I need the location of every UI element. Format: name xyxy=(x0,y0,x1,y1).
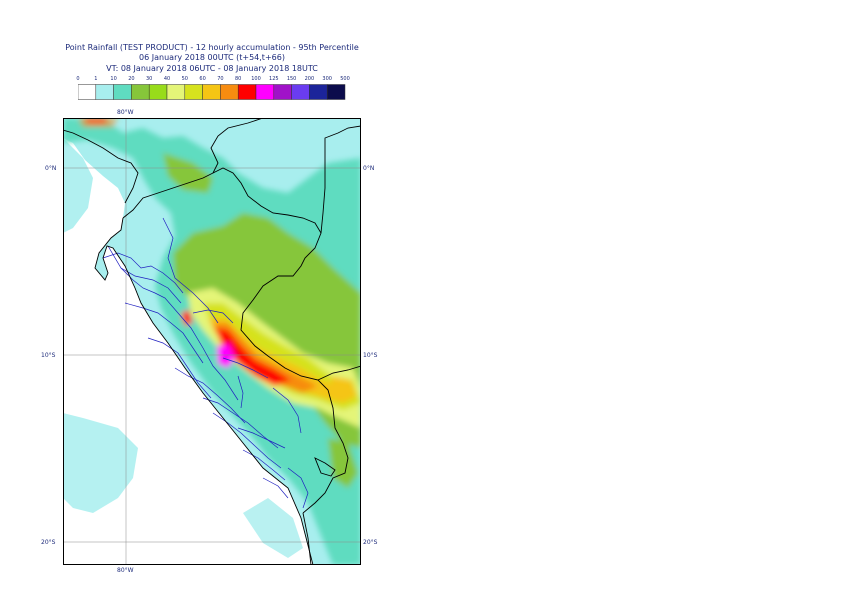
chart-title: Point Rainfall (TEST PRODUCT) - 12 hourl… xyxy=(65,43,359,52)
legend-tick-label: 80 xyxy=(235,76,242,82)
lat-label-10s-right: 10°S xyxy=(363,352,378,359)
legend-swatch xyxy=(113,84,132,100)
lat-label-20s-right: 20°S xyxy=(363,539,378,546)
coastal-high-rain xyxy=(78,118,118,127)
legend-tick-label: 300 xyxy=(322,76,332,82)
map-frame xyxy=(63,118,361,565)
legend-tick-label: 1 xyxy=(94,76,98,82)
legend-swatch xyxy=(78,84,97,100)
legend-swatch xyxy=(255,84,275,100)
admin-borders xyxy=(102,217,309,509)
lat-label-20s-left: 20°S xyxy=(41,539,56,546)
rainfall-map xyxy=(63,118,361,565)
graticule xyxy=(63,118,361,565)
legend-swatch xyxy=(95,84,114,100)
legend-tick-label: 500 xyxy=(340,76,350,82)
legend-swatch xyxy=(220,84,239,100)
legend-tick-label: 20 xyxy=(128,76,135,82)
rain-band-80mm xyxy=(181,310,193,326)
legend-swatch xyxy=(202,84,221,100)
national-borders xyxy=(63,118,361,565)
legend-swatch xyxy=(273,84,292,100)
coastline xyxy=(94,217,314,565)
legend-swatch xyxy=(326,84,346,100)
legend-swatch xyxy=(166,84,186,100)
lat-label-0n-right: 0°N xyxy=(363,165,375,172)
legend-swatch xyxy=(291,84,310,100)
offshore-rain-patch xyxy=(63,138,93,233)
legend-swatch xyxy=(148,84,168,100)
lon-label-80w-bottom: 80°W xyxy=(117,567,134,574)
rain-band-80mm xyxy=(215,328,291,386)
legend-tick-label: 150 xyxy=(286,76,297,82)
legend-tick-label: 60 xyxy=(199,76,206,82)
legend-tick-label: 50 xyxy=(181,76,188,82)
legend-swatch xyxy=(237,84,257,100)
legend-tick-label: 10 xyxy=(110,76,117,82)
color-legend xyxy=(78,84,346,100)
legend-tick-label: 30 xyxy=(146,76,153,82)
legend-swatch xyxy=(184,84,203,100)
rain-band-60mm xyxy=(208,318,353,403)
lon-label-80w-top: 80°W xyxy=(117,109,134,116)
rain-band-70mm xyxy=(213,323,318,393)
legend-swatch xyxy=(309,84,328,100)
run-time-label: 06 January 2018 00UTC (t+54,t+66) xyxy=(139,53,285,62)
offshore-rain-patch xyxy=(63,413,138,513)
legend-tick-label: 125 xyxy=(269,76,279,82)
rain-band-20mm-east xyxy=(331,376,357,402)
rain-band-125mm xyxy=(217,344,235,368)
lat-label-0n-left: 0°N xyxy=(45,165,57,172)
lat-label-10s-left: 10°S xyxy=(41,352,56,359)
rain-band-20mm xyxy=(163,153,213,193)
rain-band-10mm xyxy=(63,118,361,565)
legend-tick-label: 40 xyxy=(163,76,171,82)
legend-tick-label: 200 xyxy=(304,76,315,82)
legend-swatch xyxy=(131,84,150,100)
legend-tick-label: 70 xyxy=(217,76,224,82)
rain-band-20mm-south xyxy=(328,438,358,488)
validity-time-label: VT: 08 January 2018 06UTC - 08 January 2… xyxy=(106,64,318,73)
offshore-rain-patch xyxy=(243,498,303,558)
legend-tick-label: 0 xyxy=(76,76,80,82)
legend-tick-label: 100 xyxy=(251,76,261,82)
